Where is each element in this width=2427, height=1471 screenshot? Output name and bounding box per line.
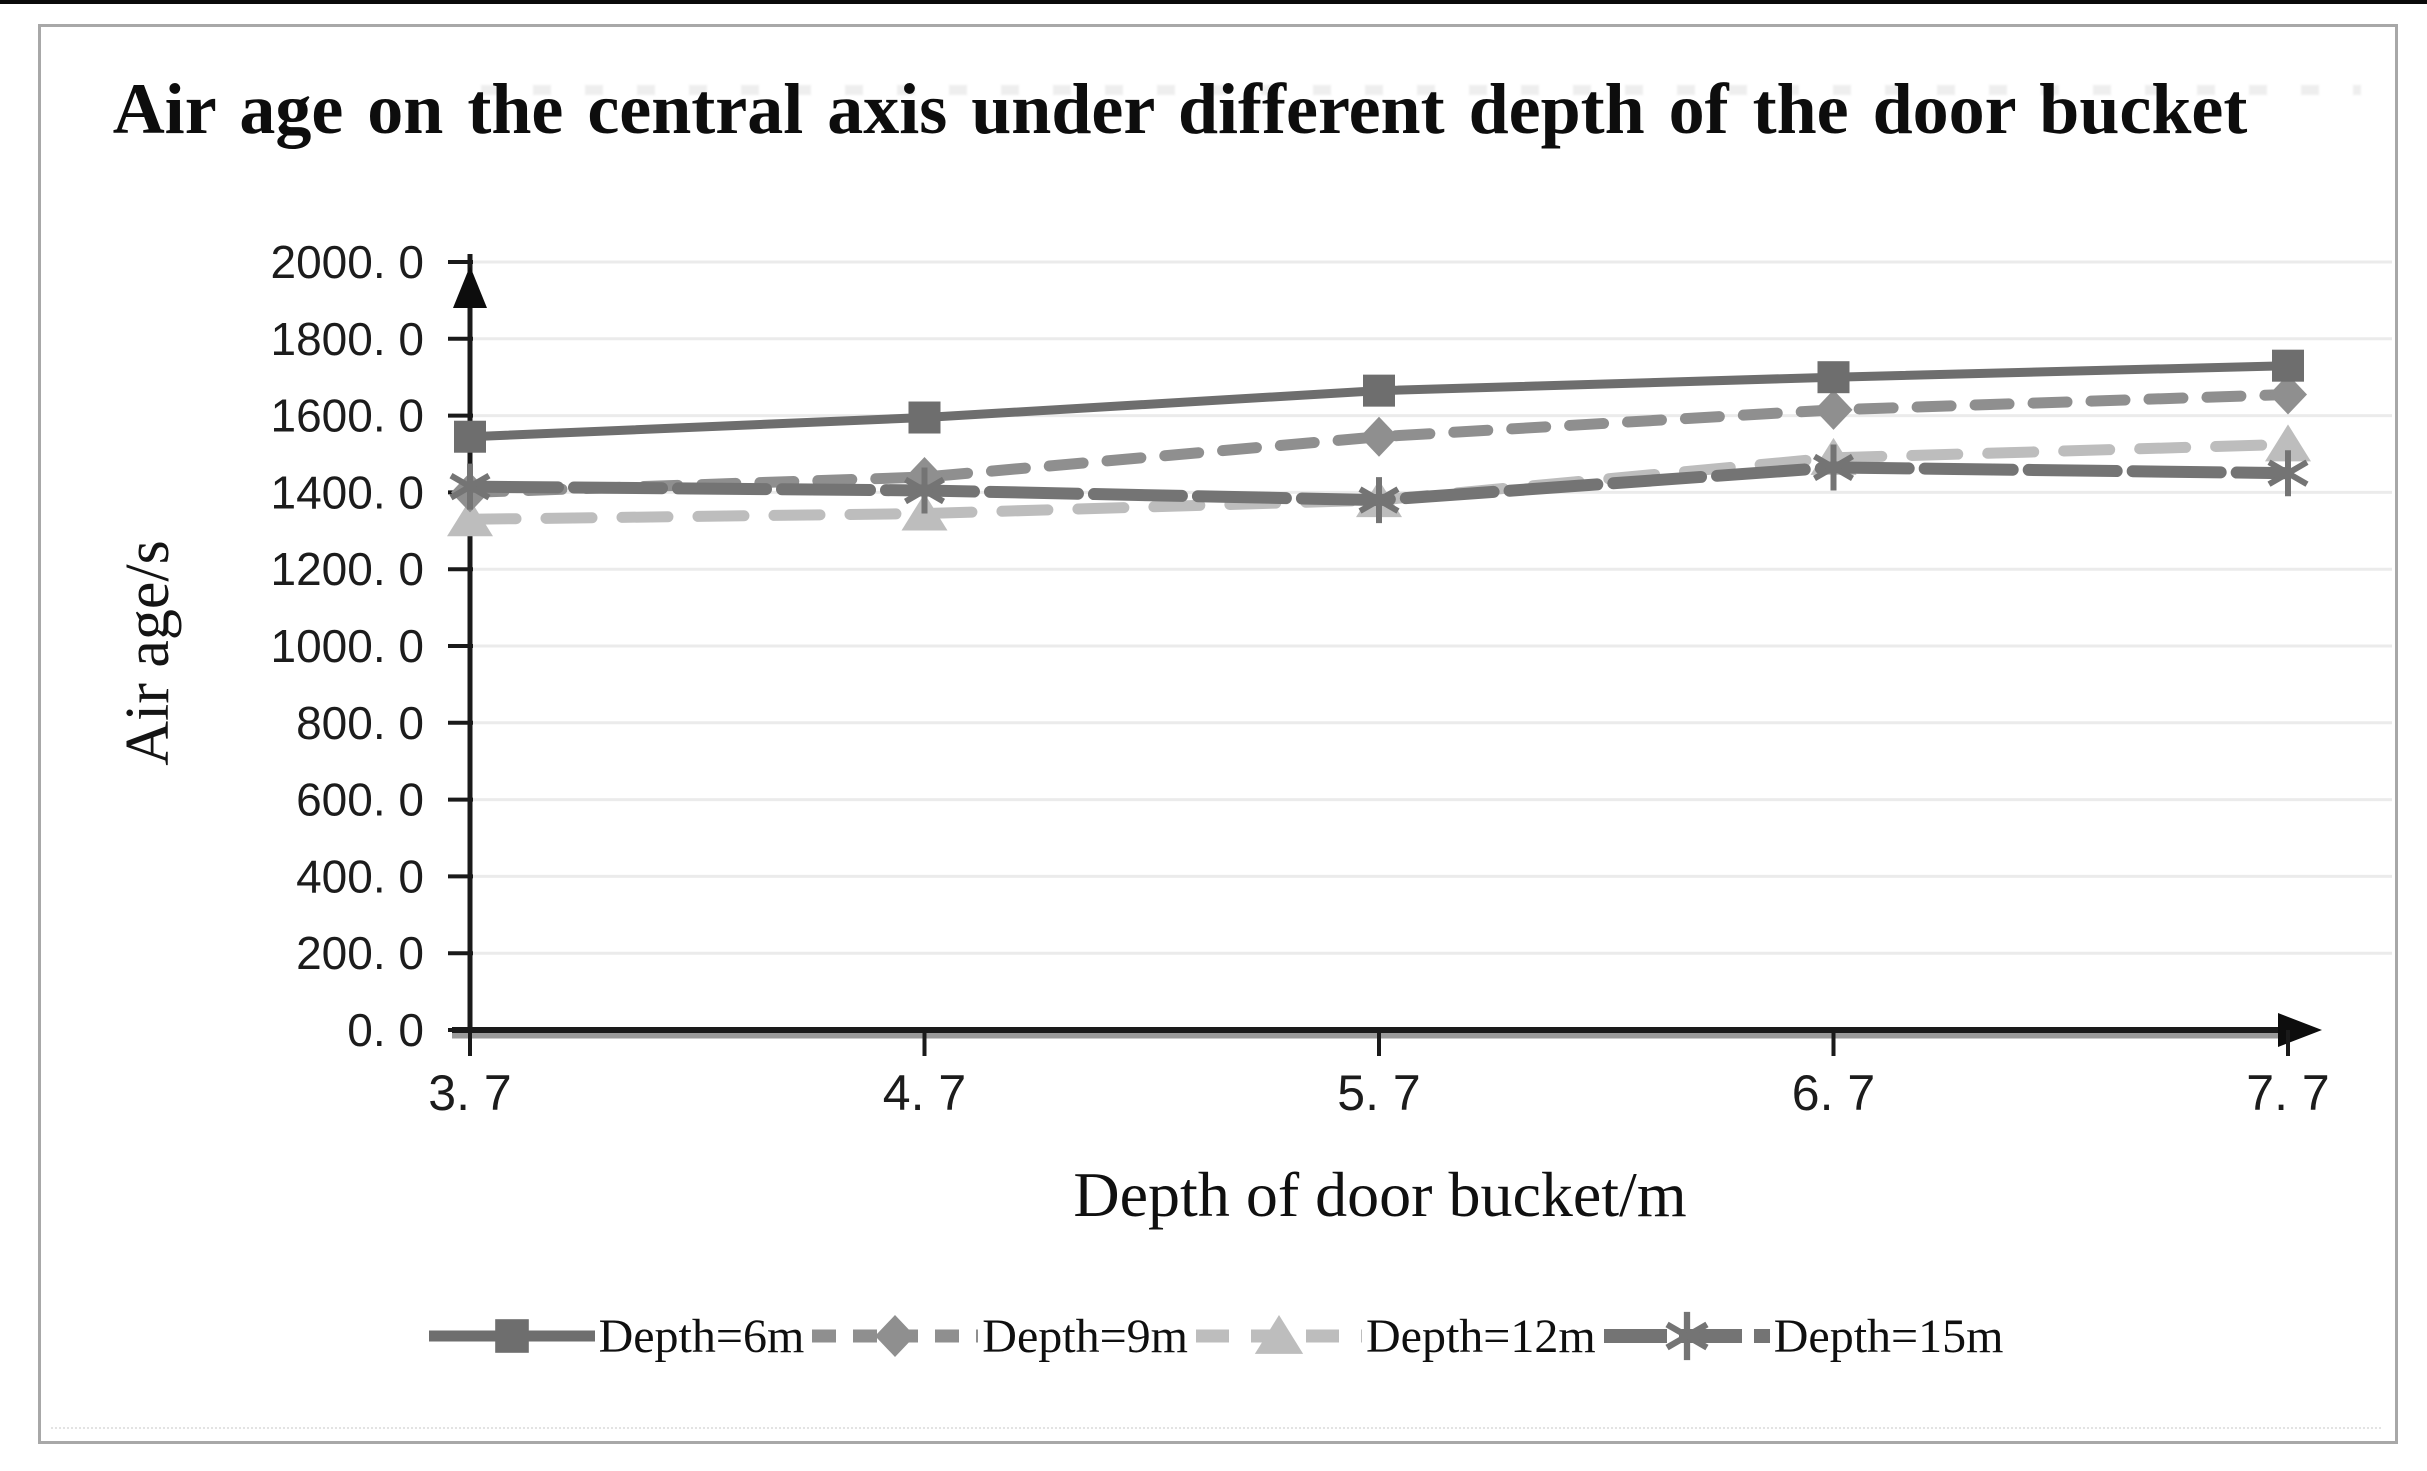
- faint-artifact-row: [481, 85, 2361, 95]
- asterisk-marker-icon: [903, 476, 946, 505]
- legend-swatch-asterisk: [1603, 1311, 1770, 1361]
- asterisk-marker-icon: [449, 473, 491, 501]
- square-marker-icon: [2272, 349, 2304, 382]
- asterisk-marker-icon: [2267, 459, 2309, 487]
- x-tick-label: 7. 7: [2246, 1065, 2329, 1121]
- asterisk-marker-icon: [1358, 486, 1400, 514]
- x-tick-label: 3. 7: [428, 1065, 511, 1121]
- top-edge-line: [0, 0, 2427, 4]
- y-tick-label: 400. 0: [296, 850, 424, 902]
- y-tick-label: 0. 0: [347, 1004, 424, 1056]
- y-tick-label: 200. 0: [296, 927, 424, 979]
- square-marker-icon: [1363, 374, 1395, 407]
- y-tick-label: 800. 0: [296, 697, 424, 749]
- y-tick-label: 1600. 0: [271, 390, 424, 442]
- legend-item: Depth=15m: [1602, 1301, 2004, 1371]
- square-marker-icon: [494, 1319, 529, 1353]
- legend-item: Depth=9m: [810, 1301, 1188, 1371]
- y-tick-label: 600. 0: [296, 774, 424, 826]
- legend-swatch-square: [428, 1319, 595, 1353]
- x-tick-label: 6. 7: [1792, 1065, 1875, 1121]
- triangle-marker-icon: [1254, 1315, 1304, 1354]
- diamond-marker-icon: [1814, 389, 1853, 430]
- y-tick-label: 1000. 0: [271, 620, 424, 672]
- legend-label: Depth=15m: [1773, 1309, 2004, 1363]
- square-marker-icon: [454, 420, 486, 453]
- bottom-dotted-line: [51, 1427, 2381, 1429]
- x-tick-label: 4. 7: [883, 1065, 966, 1121]
- y-axis-arrow-icon: [453, 266, 487, 308]
- triangle-marker-icon: [447, 499, 493, 537]
- legend-label: Depth=12m: [1366, 1309, 1596, 1363]
- legend-label: Depth=6m: [598, 1309, 805, 1363]
- series-line-Depth=9m: [464, 388, 2294, 498]
- x-axis-arrow-icon: [2278, 1013, 2322, 1047]
- square-marker-icon: [908, 401, 941, 434]
- diamond-marker-icon: [875, 1315, 916, 1357]
- legend-swatch-diamond: [812, 1315, 979, 1357]
- diamond-marker-icon: [1360, 416, 1398, 457]
- y-tick-label: 1800. 0: [271, 313, 424, 365]
- y-tick-label: 2000. 0: [271, 236, 424, 288]
- y-tick-label: 1400. 0: [271, 466, 424, 518]
- legend-item: Depth=12m: [1194, 1301, 1596, 1371]
- asterisk-marker-icon: [1665, 1321, 1709, 1351]
- diamond-marker-icon: [2269, 374, 2307, 415]
- triangle-marker-icon: [2265, 424, 2311, 462]
- legend-item: Depth=6m: [427, 1301, 805, 1371]
- chart-title: Air age on the central axis under differ…: [112, 69, 2248, 149]
- legend-label: Depth=9m: [982, 1309, 1188, 1363]
- square-marker-icon: [1817, 361, 1850, 394]
- y-tick-label: 1200. 0: [271, 543, 424, 595]
- x-tick-label: 5. 7: [1337, 1065, 1420, 1121]
- x-axis-title: Depth of door bucket/m: [1073, 1159, 1687, 1230]
- asterisk-marker-icon: [1812, 453, 1855, 482]
- legend-swatch-triangle: [1196, 1315, 1362, 1354]
- legend: Depth=6m Depth=9m Depth=12m Depth=15m: [100, 1288, 2330, 1384]
